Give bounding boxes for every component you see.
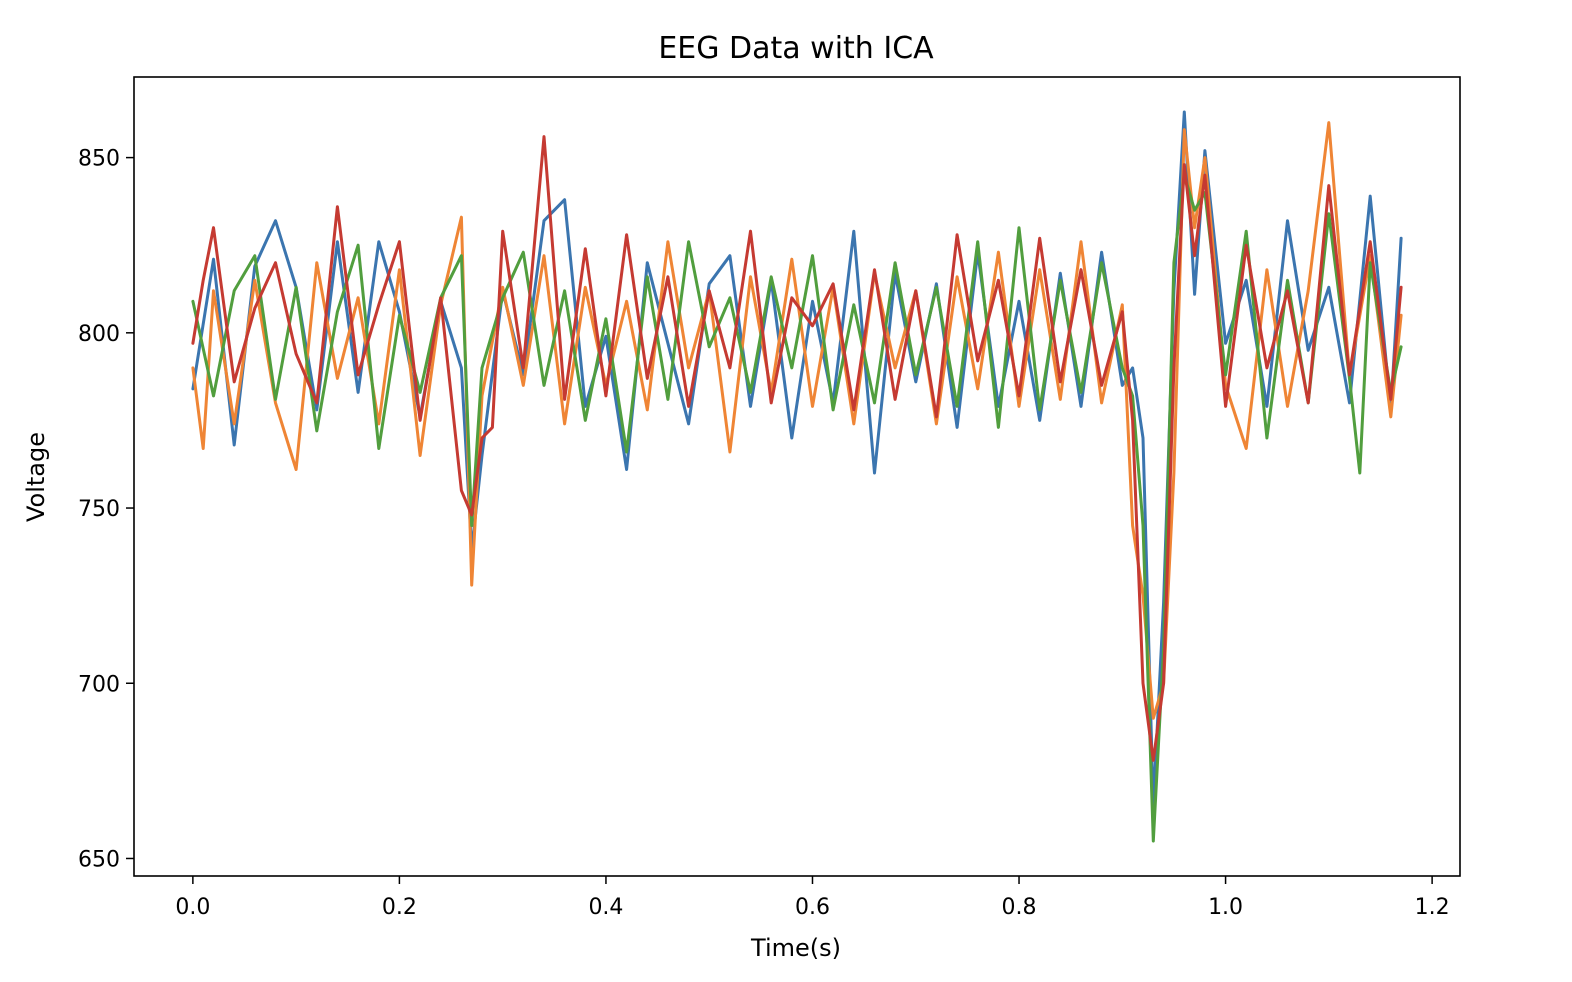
y-tick-label: 850 <box>78 147 120 172</box>
plot-frame <box>133 76 1461 877</box>
y-tick-label: 800 <box>78 322 120 347</box>
x-tick-label: 0.8 <box>1002 895 1037 920</box>
x-tick-label: 1.0 <box>1208 895 1243 920</box>
x-tick-label: 0.0 <box>175 895 210 920</box>
x-tick-label: 0.6 <box>795 895 830 920</box>
y-axis-label: Voltage <box>22 432 50 522</box>
y-tick-label: 750 <box>78 497 120 522</box>
series-line-1 <box>191 110 1403 808</box>
series-layer <box>191 110 1403 843</box>
x-axis: 0.0 0.2 0.4 0.6 0.8 1.0 1.2 <box>175 876 1450 920</box>
y-axis: 650 700 750 800 850 <box>78 147 134 872</box>
y-tick-label: 700 <box>78 672 120 697</box>
x-tick-label: 0.4 <box>588 895 623 920</box>
x-tick-label: 0.2 <box>382 895 417 920</box>
chart-title: EEG Data with ICA <box>658 31 934 66</box>
x-axis-label: Time(s) <box>750 934 841 962</box>
series-line-4 <box>191 135 1403 762</box>
y-tick-label: 650 <box>78 847 120 872</box>
series-line-2 <box>191 121 1403 720</box>
x-tick-label: 1.2 <box>1415 895 1450 920</box>
